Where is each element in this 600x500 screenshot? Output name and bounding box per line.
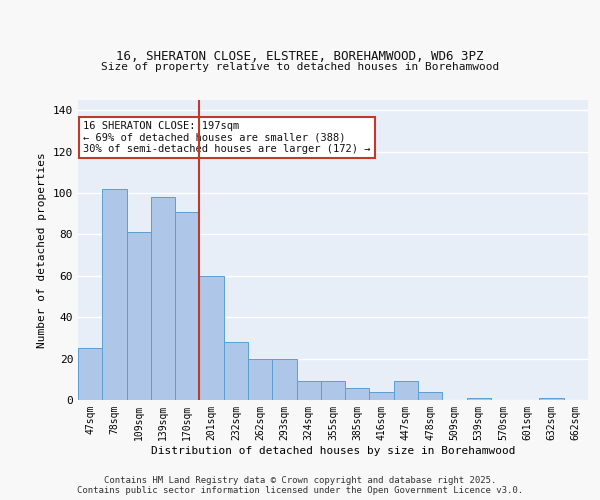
Bar [248,358,272,400]
Y-axis label: Number of detached properties: Number of detached properties [37,152,47,348]
Bar [296,382,321,400]
Bar [151,197,175,400]
Bar [467,398,491,400]
Text: 16 SHERATON CLOSE: 197sqm
← 69% of detached houses are smaller (388)
30% of semi: 16 SHERATON CLOSE: 197sqm ← 69% of detac… [83,121,371,154]
X-axis label: Distribution of detached houses by size in Borehamwood: Distribution of detached houses by size … [151,446,515,456]
Bar [539,398,564,400]
Text: 16, SHERATON CLOSE, ELSTREE, BOREHAMWOOD, WD6 3PZ: 16, SHERATON CLOSE, ELSTREE, BOREHAMWOOD… [116,50,484,62]
Bar [321,382,345,400]
Bar [370,392,394,400]
Bar [345,388,370,400]
Text: Contains HM Land Registry data © Crown copyright and database right 2025.
Contai: Contains HM Land Registry data © Crown c… [77,476,523,495]
Bar [127,232,151,400]
Text: Size of property relative to detached houses in Borehamwood: Size of property relative to detached ho… [101,62,499,72]
Bar [394,382,418,400]
Bar [102,189,127,400]
Bar [418,392,442,400]
Bar [78,348,102,400]
Bar [272,358,296,400]
Bar [175,212,199,400]
Bar [199,276,224,400]
Bar [224,342,248,400]
